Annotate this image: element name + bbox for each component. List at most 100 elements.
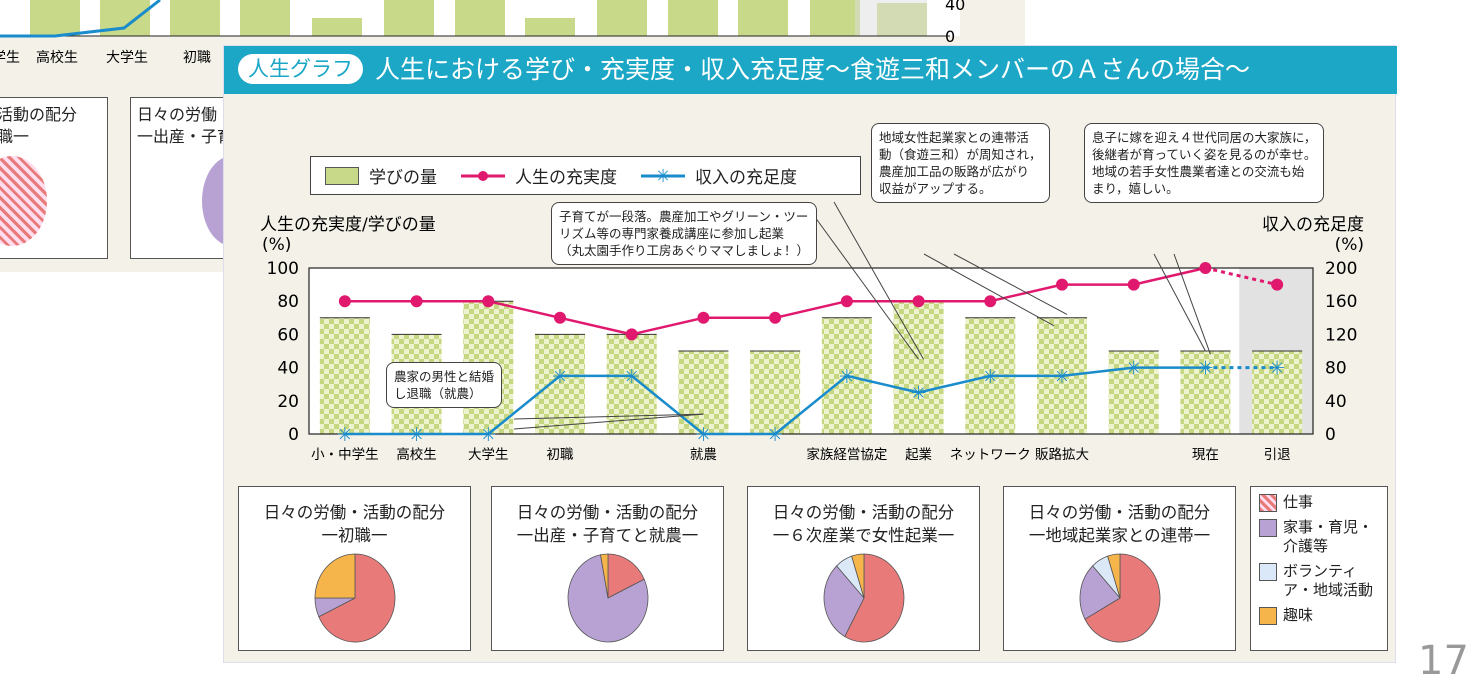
x-tick-label: 大学生 [468,447,509,463]
left-tick-label: 40 [277,359,299,379]
left-axis-label: 人生の充実度/学びの量 [260,215,436,235]
life-fulfillment-point [1271,278,1284,291]
callout-present: 息子に嫁を迎え４世代同居の大家族に， 後継者が育っていく姿を見るのが幸せ。 地域の若… [1084,123,1325,203]
right-tick-label: 80 [1325,359,1347,379]
life-fulfillment-point [554,311,566,324]
right-tick-label: 200 [1325,259,1357,279]
pie-subtitle: 一６次産業で女性起業一 [772,526,955,545]
pie-chart [823,553,904,643]
life-graph-panel: 人生グラフ 人生における学び・充実度・収入充足度～食遊三和メンバーのＡさんの場合～… [223,45,1397,663]
pie-slice [843,553,904,643]
bg-xlabel: 大学生 [106,50,148,66]
life-fulfillment-point [912,295,925,308]
pie-slice [317,553,395,643]
x-tick-label: 販路拡大 [1035,447,1089,463]
bg-box-subtitle: 一出産・子育 [137,127,230,146]
x-tick-label: 引退 [1264,447,1292,463]
income-sufficiency-point: ✳ [624,366,640,388]
income-sufficiency-point: ✳ [1197,358,1213,380]
pie-chart [1079,553,1160,643]
income-sufficiency-point: ✳ [1126,358,1142,380]
callout-pointer [1173,253,1211,355]
legend-bar-swatch [325,167,359,185]
life-fulfillment-segment [488,299,561,320]
pie-box: 日々の労働・活動の配分 一初職一 [238,486,471,651]
callout-pointer [953,253,1068,315]
left-tick-label: 60 [277,325,299,345]
life-fulfillment-point [840,295,853,308]
pie-slice [1106,553,1120,599]
page-title: 人生における学び・充実度・収入充足度～食遊三和メンバーのＡさんの場合～ [375,55,1251,84]
bg-xlabel: 初職 [183,49,211,66]
bar [678,351,729,434]
callout-pointer [803,201,919,360]
income-sufficiency-point: ✳ [911,383,927,405]
life-fulfillment-segment [631,316,704,336]
pie-title: 日々の労働・活動の配分 [263,503,446,522]
bar [319,317,370,434]
callout-pointer [923,253,1055,327]
income-sufficiency-point: ✳ [839,366,855,388]
life-fulfillment-point [769,311,782,324]
right-tick-label: 120 [1325,325,1357,345]
callout-network: 地域女性起業家との連帯活 動（食遊三和）が周知され， 農産加工品の販路が広がり 収益が… [871,123,1050,203]
bg-xlabel: 学生 [0,50,20,66]
callout-startup: 子育てが一段落。農産加工やグリーン・ツー リズム等の専門家養成講座に参加し起業 （丸… [551,202,818,265]
bg-box-subtitle: 職一 [0,127,30,146]
life-fulfillment-point [984,295,997,308]
bar [1252,351,1303,434]
pie-box: 日々の労働・活動の配分 一地域起業家との連帯一 [1003,486,1236,651]
right-tick-label: 160 [1325,292,1357,312]
pie-slice [1083,553,1160,643]
pie-slice [850,553,864,599]
bar [1108,351,1159,434]
life-fulfillment-point [410,295,423,308]
bg-tick: 40 [945,0,965,14]
pie-title: 日々の労働・活動の配分 [772,503,955,522]
pie-box: 日々の労働・活動の配分 一出産・子育てと就農一 [491,486,724,651]
income-sufficiency-segment [1061,366,1134,378]
bg-xlabel: 高校生 [36,49,78,66]
income-sufficiency-point: ✳ [337,424,353,446]
pie-legend-item: 仕事 [1259,493,1379,512]
bg-box-title: 活動の配分 [0,105,78,124]
income-sufficiency-point: ✳ [767,424,783,446]
pie-legend-item: 趣味 [1259,606,1379,625]
right-tick-label: 40 [1325,392,1347,412]
pie-legend-item: ボランティア・地域活動 [1259,562,1379,600]
pie-slice [599,553,608,599]
life-fulfillment-point [338,295,351,308]
life-fulfillment-point [482,295,495,308]
income-sufficiency-segment [846,374,919,394]
callout-pointer [833,201,925,360]
x-tick-label: 小・中学生 [311,447,379,463]
legend-line1-label: 人生の充実度 [515,168,617,188]
bar [1180,351,1231,434]
x-tick-label: 就農 [690,447,717,463]
income-sufficiency-point: ✳ [480,424,496,446]
svg-text:✳: ✳ [655,168,670,184]
pie-legend-item: 家事・育児・介護等 [1259,518,1379,556]
life-fulfillment-point [1056,278,1068,291]
income-sufficiency-segment [918,374,991,394]
bg-tick: 0 [945,27,955,46]
income-sufficiency-point: ✳ [982,366,998,388]
income-sufficiency-segment [774,374,848,435]
left-tick-label: 0 [288,425,299,445]
pie-legend: 仕事 家事・育児・介護等 ボランティア・地域活動 趣味 [1250,486,1388,651]
chart-legend: 学びの量 人生の充実度 ✳ 収入の充足度 [310,156,861,195]
callout-pointer [1153,253,1206,352]
life-fulfillment-point [1199,262,1212,274]
income-sufficiency-point: ✳ [695,424,711,446]
legend-bars-label: 学びの量 [369,168,437,188]
legend-line1-marker [461,170,505,181]
pie-slice [607,553,645,599]
pie-slice [823,565,864,638]
income-sufficiency-segment [630,374,705,435]
pie-slice [567,554,648,643]
x-tick-label: 起業 [905,447,933,463]
left-axis-unit: (%) [262,235,291,255]
pie-subtitle: 一地域起業家との連帯一 [1028,526,1211,545]
left-tick-label: 80 [277,292,299,312]
left-tick-label: 100 [267,259,299,279]
